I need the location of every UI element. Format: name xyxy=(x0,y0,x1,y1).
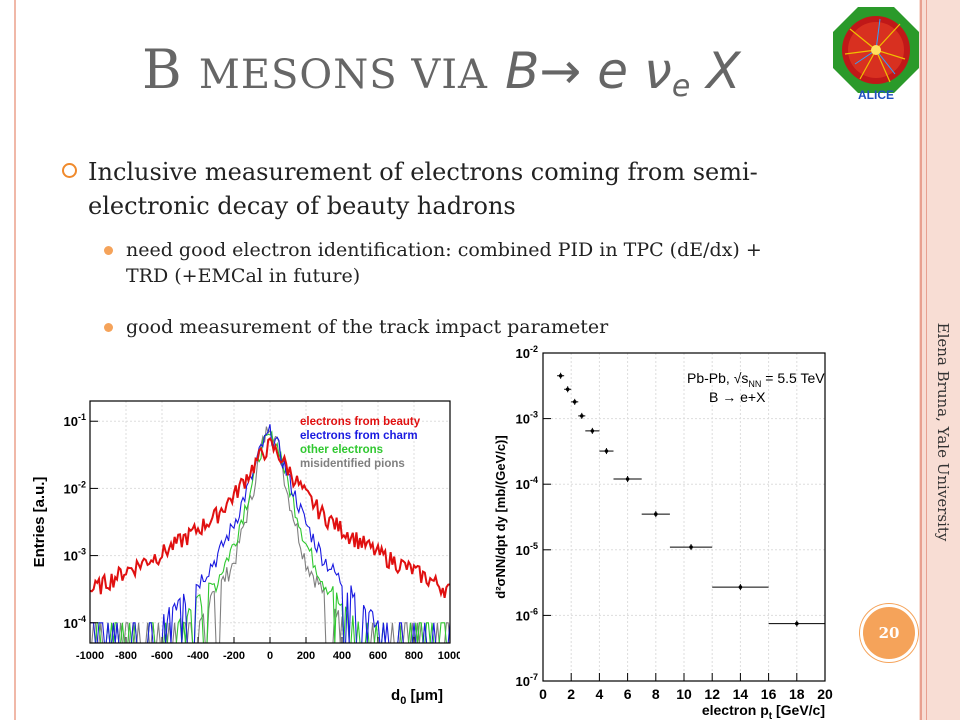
plot2-xtick-label: 18 xyxy=(789,686,805,702)
main-bullet-text: Inclusive measurement of electrons comin… xyxy=(88,158,758,220)
title-math-nu-sub: e xyxy=(671,69,691,104)
plot2-ytick-label: 10-2 xyxy=(516,345,538,361)
sub-bullet-text: need good electron identification: combi… xyxy=(126,239,762,287)
plot2-annot-sub: NN xyxy=(748,379,761,389)
plot1-xtick-label: -200 xyxy=(223,650,245,662)
bullet-dot-icon xyxy=(104,246,113,255)
plot2-xtick-label: 2 xyxy=(567,686,575,702)
plot2-annot-sqrt: √s xyxy=(734,370,749,386)
plot2-ytick-label: 10-4 xyxy=(516,475,538,492)
title-prefix: B xyxy=(142,38,182,101)
plot2-points xyxy=(557,372,825,627)
plot1-legend-entry: electrons from beauty xyxy=(300,416,421,428)
plot2-point xyxy=(558,373,563,378)
plot2-xlabel: electron pt [GeV/c] xyxy=(702,702,825,720)
plot1-legend: electrons from beauty electrons from char… xyxy=(300,416,421,470)
plot2-xtick-label: 0 xyxy=(539,686,547,702)
plot2-point xyxy=(654,512,658,516)
plot1-xtick-label: -800 xyxy=(115,650,137,662)
plot2-annotation-1: Pb-Pb, √sNN = 5.5 TeV xyxy=(687,370,825,389)
plot1-legend-entry: misidentified pions xyxy=(300,458,405,470)
plot1-xtick-label: 800 xyxy=(405,650,423,662)
plot1-series-line xyxy=(89,437,451,598)
cross-section-plot: 0 2 4 6 8 10 12 14 16 18 20 10-2 10-3 10-4 10-5 10-6 10-… xyxy=(485,345,835,720)
plot2-xlabel-sub: t xyxy=(769,711,773,720)
plot2-axes: 0 2 4 6 8 10 12 14 16 18 20 10-2 10-3 10-4 10-5 10-6 10-… xyxy=(516,345,833,702)
plot1-xtick-label: -600 xyxy=(151,650,173,662)
plot2-point xyxy=(604,449,609,453)
plot2-xtick-label: 8 xyxy=(652,686,660,702)
title-math: B→ e νe X xyxy=(505,42,741,104)
alice-logo-text: ALICE xyxy=(858,88,894,102)
plot2-point xyxy=(795,621,799,626)
plot1-xtick-label: -400 xyxy=(187,650,209,662)
frame-right-line-inner xyxy=(926,0,927,720)
plot2-annot-post: = 5.5 TeV xyxy=(761,370,825,386)
alice-logo: ALICE xyxy=(833,7,919,102)
plot2-annotation-2: B → e+X xyxy=(709,389,766,405)
impact-parameter-plot: -1000 -800 -600 -400 -200 0 200 400 600 800 1000 10… xyxy=(30,395,460,720)
plot2-point xyxy=(579,414,584,418)
frame-right-strip xyxy=(919,0,960,720)
plot2-point xyxy=(565,387,570,392)
plot2-point xyxy=(572,400,577,404)
plot1-ytick-label: 10-2 xyxy=(64,479,86,496)
plot2-ytick-label: 10-3 xyxy=(516,410,538,427)
plot2-ylabel: d²σNN/dpt dy [mb/(GeV/c)] xyxy=(493,435,508,598)
title-math-x: X xyxy=(706,42,741,100)
plot1-xtick-label: 200 xyxy=(297,650,315,662)
plot1-xtick-label: 0 xyxy=(267,650,273,662)
plot2-point xyxy=(738,585,743,589)
plot1-ylabel: Entries [a.u.] xyxy=(31,477,48,568)
plot2-xtick-label: 10 xyxy=(676,686,692,702)
bullet-dot-icon xyxy=(104,323,113,332)
plot2-point xyxy=(590,429,595,433)
plot2-ytick-label: 10-5 xyxy=(516,541,538,558)
page-number-badge: 20 xyxy=(860,604,918,662)
plot1-axes: -1000 -800 -600 -400 -200 0 200 400 600 800 1000 10… xyxy=(64,412,460,662)
plot1-xlabel-unit: [μm] xyxy=(406,687,443,704)
plot2-xtick-label: 20 xyxy=(817,686,833,702)
plot2-xtick-label: 16 xyxy=(761,686,777,702)
title-math-nu: ν xyxy=(643,42,672,100)
plot1-ytick-label: 10-3 xyxy=(64,547,86,564)
frame-right-line xyxy=(920,0,922,720)
plot1-xlabel-sub: 0 xyxy=(400,695,406,707)
plot2-xlabel-pre: electron p xyxy=(702,702,769,718)
title-arrow: → xyxy=(539,42,582,100)
plot2-xlabel-unit: [GeV/c] xyxy=(772,702,825,718)
plot1-xtick-label: 600 xyxy=(369,650,387,662)
slide-title: B mesons via B→ e νe X xyxy=(142,38,740,108)
plot1-xtick-label: 400 xyxy=(333,650,351,662)
plot1-legend-entry: electrons from charm xyxy=(300,430,418,442)
author-side-label: Elena Bruna, Yale University xyxy=(934,322,952,542)
sub-bullet-text: good measurement of the track impact par… xyxy=(126,316,609,338)
title-math-e: e xyxy=(597,42,628,100)
plot1-ytick-label: 10-1 xyxy=(64,412,86,429)
plot2-xtick-label: 4 xyxy=(596,686,604,702)
plot2-ytick-label: 10-6 xyxy=(516,606,538,623)
plot2-ytick-label: 10-7 xyxy=(516,672,538,689)
plot2-point xyxy=(625,477,630,481)
plot1-legend-entry: other electrons xyxy=(300,444,383,456)
plot2-xtick-label: 14 xyxy=(733,686,749,702)
title-small-caps: mesons via xyxy=(198,52,488,98)
plot2-xtick-label: 6 xyxy=(624,686,632,702)
plot1-xtick-label: -1000 xyxy=(76,650,104,662)
plot2-annot-pre: Pb-Pb, xyxy=(687,370,734,386)
plot1-xlabel: d0 [μm] xyxy=(391,687,443,707)
plot1-xtick-label: 1000 xyxy=(438,650,460,662)
plot2-point xyxy=(689,545,693,549)
bullet-circle-icon xyxy=(62,163,77,178)
frame-left-line xyxy=(14,0,16,720)
plot1-xlabel-main: d xyxy=(391,687,400,704)
plot1-ytick-label: 10-4 xyxy=(64,614,86,631)
plot2-xtick-label: 12 xyxy=(704,686,720,702)
title-math-b: B xyxy=(505,42,540,100)
